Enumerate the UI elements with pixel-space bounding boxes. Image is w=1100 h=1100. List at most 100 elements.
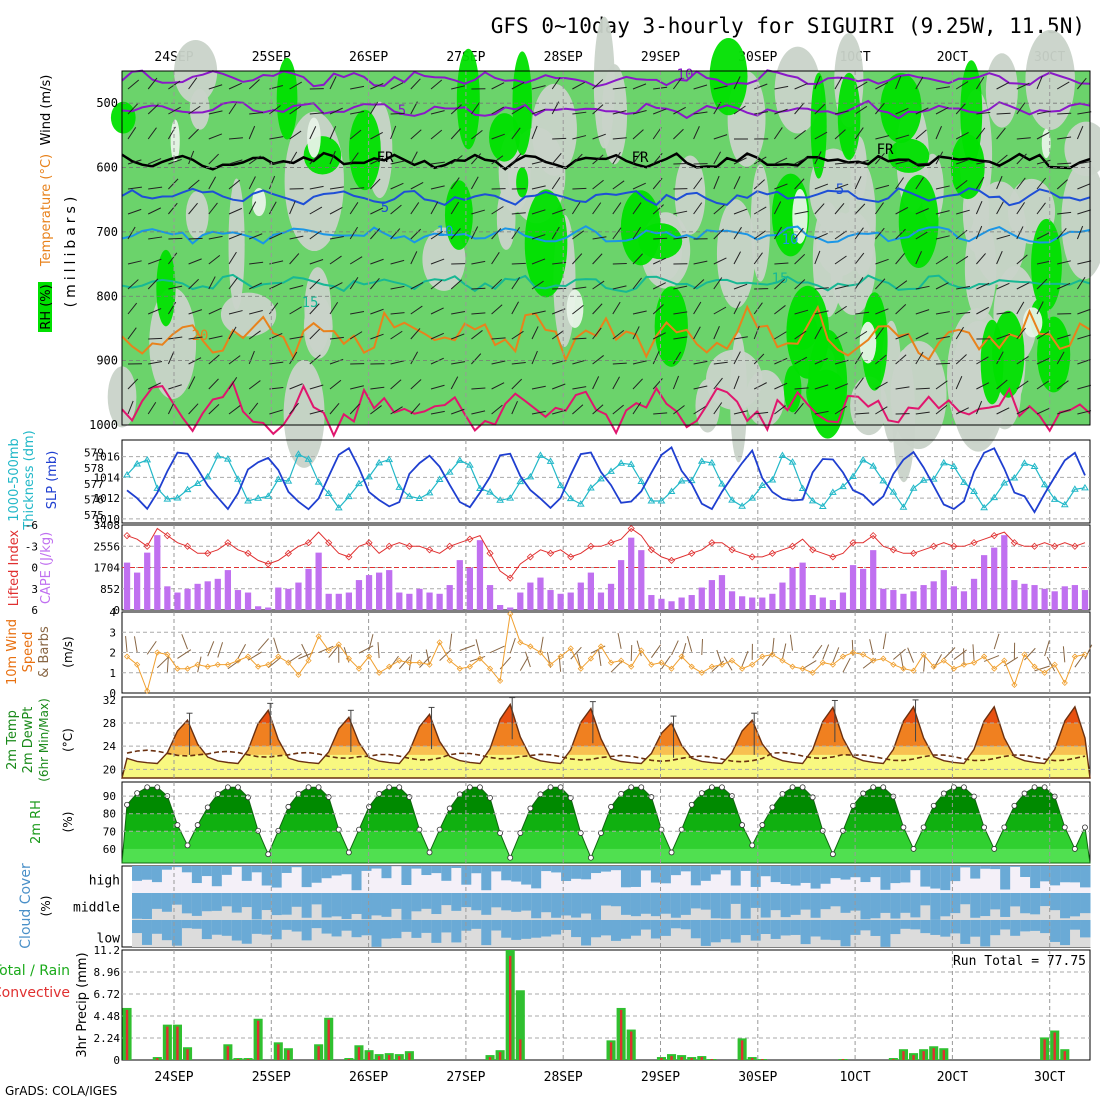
wind-barb xyxy=(410,351,419,365)
wind-barb xyxy=(531,410,546,415)
cloud-cell-high xyxy=(970,866,981,879)
cloud-cell-clear xyxy=(231,866,243,893)
rh2m-point xyxy=(1031,784,1038,791)
wind-barb xyxy=(794,402,804,415)
cloud-cell-high xyxy=(281,866,293,873)
wind-barb xyxy=(248,155,261,165)
wind-barb xyxy=(289,253,300,265)
wind-barb xyxy=(693,260,708,265)
cloud-cell-middle xyxy=(790,893,802,915)
cloud-cell-low xyxy=(311,920,323,929)
wind-barb xyxy=(632,360,647,365)
wind10m-barb xyxy=(133,636,138,653)
wind-barb xyxy=(915,208,929,215)
rh2m-point xyxy=(759,822,766,828)
wind10m-barb xyxy=(197,656,202,673)
wind10m-barb xyxy=(475,639,481,655)
precip-frame xyxy=(121,949,1091,1061)
lifted-index-point xyxy=(768,549,776,557)
y-unit-cloud: (%) xyxy=(39,896,53,917)
precip-convective-bar xyxy=(922,1051,925,1060)
wind-barb xyxy=(147,382,161,390)
wind-barb xyxy=(713,175,720,190)
cloud-cell-clear xyxy=(441,893,452,920)
cloud-cell-middle xyxy=(720,893,732,919)
lifted-index-point xyxy=(284,549,292,557)
rh-very-dry-region xyxy=(792,188,808,244)
cloud-cell-high xyxy=(191,866,203,884)
wind10m-barb xyxy=(1062,646,1066,663)
wind-barb xyxy=(794,210,809,215)
cloud-cell-middle xyxy=(201,893,213,912)
wind-barb xyxy=(673,311,688,315)
thickness-point xyxy=(173,494,182,501)
thickness-point xyxy=(1010,473,1019,481)
wind10m-speed-point xyxy=(1061,679,1068,686)
rh2m-point xyxy=(345,849,352,856)
y-label-precip-total: Total / Rain xyxy=(0,963,70,979)
wind-barb xyxy=(289,200,296,215)
cloud-cell-low xyxy=(231,920,243,941)
cloud-cell-middle xyxy=(820,893,832,910)
thickness-point xyxy=(909,484,918,491)
cloud-cell-low xyxy=(780,920,792,936)
wind-barb xyxy=(370,131,383,140)
y-label-rh: RH (%) xyxy=(39,284,54,329)
rh2m-point xyxy=(224,784,231,791)
wind-barb xyxy=(350,310,365,315)
wind10m-speed-point xyxy=(537,649,544,656)
wind-barb xyxy=(935,107,949,115)
wind-barb xyxy=(955,103,966,115)
cloud-cell-high xyxy=(171,866,183,868)
wind-barb xyxy=(127,327,137,340)
wind10m-speed-point xyxy=(960,661,968,668)
wind10m-speed-point xyxy=(880,655,887,662)
wind-barb xyxy=(329,402,340,415)
wind-barb xyxy=(228,326,237,340)
rh-moist-region xyxy=(980,319,1004,405)
thickness-point xyxy=(748,494,757,501)
wind-barb xyxy=(471,129,483,140)
wind-barb xyxy=(511,378,523,390)
wind10m-barb xyxy=(953,649,967,660)
thickness-point xyxy=(264,492,273,499)
wind-barb xyxy=(370,308,384,315)
wind-barb xyxy=(572,404,584,415)
precip-convective-bar xyxy=(246,1059,250,1060)
cloud-cell-clear xyxy=(171,866,183,893)
wind-barb xyxy=(148,308,162,315)
wind-barb xyxy=(713,361,728,365)
wind-barb xyxy=(228,377,238,390)
cloud-cell-high xyxy=(541,866,552,872)
wind-barb xyxy=(551,177,561,190)
wind-barb xyxy=(571,201,581,215)
wind-barb xyxy=(350,385,364,390)
cloud-cell-low xyxy=(601,920,612,936)
wind-barb xyxy=(491,206,504,215)
wind-barb xyxy=(410,228,422,240)
y-label-temp2m-2: 2m DewPt xyxy=(21,707,36,774)
cloud-cell-middle xyxy=(800,893,812,910)
cloud-cell-high xyxy=(241,866,253,881)
x-tick-label-bottom: 3OCT xyxy=(1034,1070,1065,1085)
wind-barb xyxy=(996,250,1003,265)
temp2m-tick-label: 20 xyxy=(103,763,116,776)
wind-barb xyxy=(693,279,705,290)
cloud-cell-clear xyxy=(401,920,412,947)
cloud-cell-middle xyxy=(511,893,522,912)
wind-barb xyxy=(167,350,175,365)
lifted-index-point xyxy=(829,553,837,561)
thickness-point xyxy=(385,455,394,463)
cloud-cell-middle xyxy=(371,893,382,916)
cloud-cell-low xyxy=(511,920,522,940)
cloud-cell-clear xyxy=(291,920,303,947)
cloud-cell-high xyxy=(151,866,163,883)
cloud-cell-high xyxy=(900,866,911,883)
wind-barb xyxy=(430,307,444,315)
cloud-cell-clear xyxy=(181,866,193,893)
wind-barb xyxy=(451,85,465,90)
lifted-index-point xyxy=(970,539,978,547)
wind-barb xyxy=(511,106,524,115)
wind-barb xyxy=(935,380,948,390)
thickness-point xyxy=(465,461,474,468)
